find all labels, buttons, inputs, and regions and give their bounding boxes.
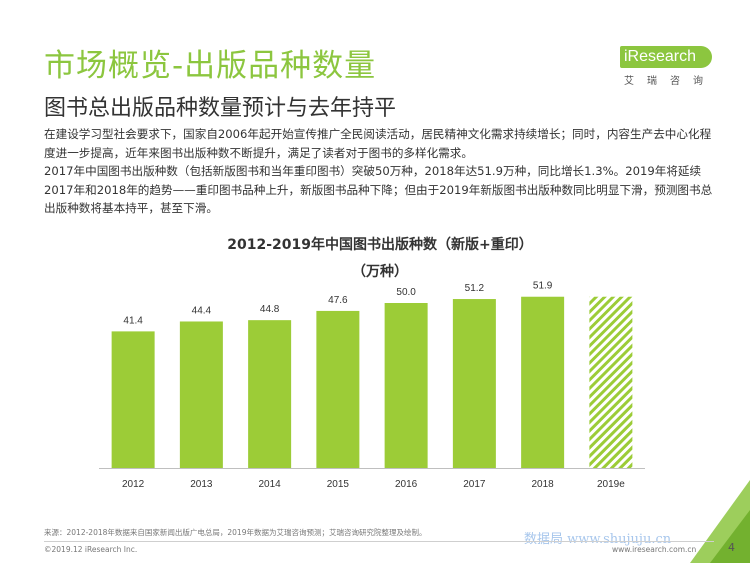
data-label-2013: 44.4 — [192, 305, 212, 316]
data-label-2018: 51.9 — [533, 281, 553, 292]
page-title: 市场概览-出版品种数量 — [44, 48, 377, 84]
logo-badge: iResearch — [620, 46, 712, 68]
watermark: 数据局 www.shujuju.cn — [524, 532, 672, 547]
body-paragraph-2: 2017年中国图书出版种数（包括新版图书和当年重印图书）突破50万种，2018年… — [44, 164, 713, 215]
data-label-2016: 50.0 — [396, 287, 416, 298]
x-tick-label-2017: 2017 — [463, 479, 486, 490]
bar-2017 — [452, 299, 496, 468]
x-tick-label-2015: 2015 — [327, 479, 350, 490]
bar-2012 — [111, 331, 155, 468]
footer-url[interactable]: www.iresearch.com.cn — [612, 545, 697, 554]
body-paragraph-1: 在建设学习型社会要求下，国家自2006年起开始宣传推广全民阅读活动，居民精神文化… — [44, 127, 712, 160]
bar-2014 — [248, 320, 292, 468]
bar-2018 — [521, 296, 565, 468]
bars-layer: 41.4 2012 44.4 2013 44.8 2014 47.6 2015 50.0 2016… — [111, 281, 633, 490]
body-text: 在建设学习型社会要求下，国家自2006年起开始宣传推广全民阅读活动，居民精神文化… — [44, 125, 716, 218]
data-label-2017: 51.2 — [465, 283, 485, 294]
iresearch-logo: iResearch 艾瑞咨询 — [614, 42, 712, 88]
corner-decoration — [690, 480, 750, 563]
chart-unit: （万种） — [352, 264, 408, 280]
logo-subtext: 艾瑞咨询 — [624, 76, 716, 87]
bar-2013 — [179, 321, 223, 468]
footer-divider — [44, 541, 714, 542]
data-label-2015: 47.6 — [328, 295, 348, 306]
x-tick-label-2013: 2013 — [190, 479, 213, 490]
data-label-2012: 41.4 — [123, 315, 143, 326]
chart-title-block: 2012-2019年中国图书出版种数（新版+重印） （万种） — [150, 232, 610, 286]
x-tick-label-2012: 2012 — [122, 479, 145, 490]
footer-source: 来源：2012-2018年数据来自国家新闻出版广电总局，2019年数据为艾瑞咨询… — [44, 528, 427, 537]
x-tick-label-2016: 2016 — [395, 479, 418, 490]
x-tick-label-2019e: 2019e — [597, 479, 625, 490]
page-subtitle: 图书总出版品种数量预计与去年持平 — [44, 96, 397, 121]
bar-forecast-2019e — [589, 296, 633, 468]
x-tick-label-2018: 2018 — [532, 479, 555, 490]
page-number: 4 — [728, 541, 735, 554]
footer-copyright: ©2019.12 iResearch Inc. — [44, 545, 138, 554]
chart-title: 2012-2019年中国图书出版种数（新版+重印） — [227, 237, 533, 253]
data-label-2014: 44.8 — [260, 304, 280, 315]
x-tick-label-2014: 2014 — [259, 479, 282, 490]
bar-2016 — [384, 303, 428, 468]
bar-2015 — [316, 310, 360, 468]
